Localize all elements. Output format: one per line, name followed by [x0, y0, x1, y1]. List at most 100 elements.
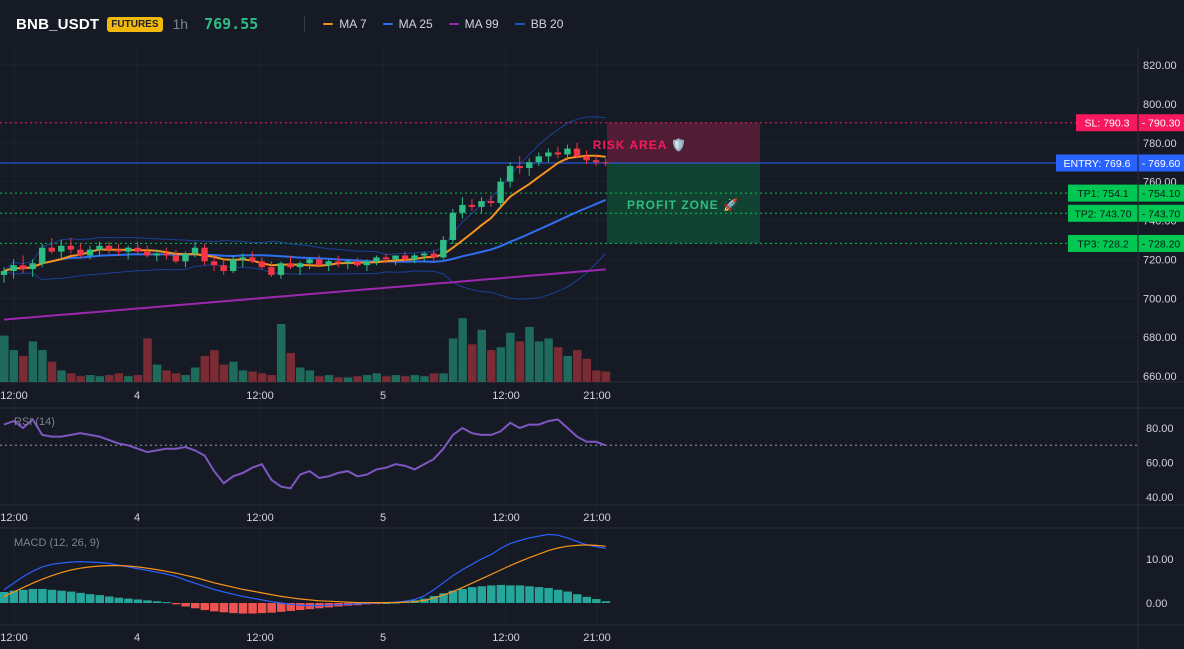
- candle-body: [105, 245, 113, 250]
- volume-bar: [582, 358, 592, 382]
- legend-ma25[interactable]: MA 25: [382, 17, 433, 31]
- macd-histogram-bar: [124, 598, 133, 603]
- candle-body: [39, 247, 46, 264]
- candle-body: [210, 261, 218, 266]
- macd-pane: [0, 533, 611, 614]
- candle-body: [58, 245, 65, 252]
- macd-histogram-bar: [9, 590, 19, 603]
- tp2-axis-box: [1138, 204, 1184, 222]
- time-tick-label: 12:00: [492, 632, 520, 644]
- volume-bar: [0, 335, 9, 382]
- risk-area-label: RISK AREA 🛡️: [593, 138, 687, 152]
- volume-bar: [477, 329, 486, 382]
- candle-body: [268, 267, 275, 275]
- symbol-name[interactable]: BNB_USDT: [16, 15, 100, 33]
- candle-body: [249, 257, 256, 262]
- candle-body: [220, 265, 227, 272]
- candle-body: [421, 253, 428, 256]
- time-tick-label: 4: [134, 632, 140, 644]
- grid-lines: [0, 48, 1184, 649]
- macd-histogram-bar: [66, 591, 76, 603]
- candle-body: [373, 257, 380, 262]
- macd-histogram-bar: [85, 594, 95, 603]
- volume-bar: [305, 370, 315, 382]
- volume-bar: [28, 341, 38, 382]
- volume-bar: [563, 355, 572, 382]
- sl-tag-box: [1076, 114, 1138, 132]
- candle-body: [287, 263, 294, 268]
- volume-bar: [553, 347, 563, 382]
- legend-bb20[interactable]: BB 20: [514, 17, 563, 31]
- candle-body: [516, 166, 523, 169]
- time-tick-label: 12:00: [246, 632, 274, 644]
- candle-body: [77, 249, 84, 256]
- volume-bar: [496, 347, 506, 382]
- ma25-line: [3, 198, 607, 272]
- macd-histogram-bar: [191, 603, 200, 609]
- rsi-line: [3, 417, 607, 490]
- time-tick-label: 21:00: [583, 632, 611, 644]
- timeframe-label[interactable]: 1h: [172, 16, 189, 32]
- candle-body: [354, 261, 361, 266]
- time-tick-label: 4: [134, 390, 140, 402]
- volume-bar: [76, 376, 85, 382]
- macd-histogram-bar: [553, 589, 563, 603]
- price-tags: SL: 790.3 - 790.30 ENTRY: 769.6 - 769.60 TP1…: [1056, 114, 1184, 252]
- candle-body: [487, 201, 495, 204]
- macd-histogram-bar: [563, 591, 572, 603]
- volume-bar: [515, 341, 525, 382]
- volume-bar: [143, 338, 152, 382]
- candle-body: [67, 245, 75, 250]
- last-price: 769.55: [204, 15, 259, 33]
- tp1-axis-box: [1138, 184, 1184, 202]
- volume-bar: [66, 373, 76, 382]
- macd-histogram-bar: [0, 592, 9, 603]
- time-tick-label: 4: [134, 512, 140, 524]
- macd-tick-label: 0.00: [1146, 598, 1167, 610]
- volume-bar: [47, 361, 57, 382]
- volume-bar: [19, 355, 28, 382]
- legend-ma99[interactable]: MA 99: [448, 17, 499, 31]
- candle-body: [325, 261, 332, 266]
- rsi-tick-label: 40.00: [1146, 492, 1174, 504]
- volume-bar: [248, 371, 257, 382]
- tp3-tag-text: TP3: 728.2: [1077, 238, 1129, 250]
- macd-histogram-bar: [601, 601, 611, 603]
- volume-bar: [124, 376, 133, 382]
- candle-body: [134, 247, 141, 252]
- macd-histogram-bar: [267, 603, 276, 613]
- macd-histogram-bar: [544, 588, 553, 603]
- candle-body: [382, 257, 390, 260]
- volume-bar: [276, 324, 286, 382]
- macd-histogram-bar: [276, 603, 286, 612]
- candle-body: [296, 263, 304, 268]
- entry-axis-box: [1138, 154, 1184, 172]
- price-tick-label: 720.00: [1143, 254, 1177, 266]
- price-tick-label: 800.00: [1143, 99, 1177, 111]
- entry-axis-text: - 769.60: [1142, 158, 1181, 170]
- candle-body: [230, 259, 237, 272]
- candle-body: [258, 261, 266, 268]
- volume-bar: [429, 373, 439, 382]
- volume-bar: [95, 376, 104, 382]
- candle-body: [344, 261, 351, 264]
- macd-histogram-bar: [152, 601, 162, 603]
- candle-body: [401, 255, 409, 260]
- legend-ma25-label: MA 25: [398, 17, 433, 31]
- candle-body: [592, 160, 600, 163]
- volume-bar: [85, 375, 95, 382]
- volume-bar: [171, 373, 181, 382]
- candle-body: [0, 271, 8, 275]
- volume-bar: [362, 375, 372, 382]
- volume-bar: [162, 370, 171, 382]
- candle-body: [440, 239, 447, 258]
- legend-ma7[interactable]: MA 7: [323, 17, 367, 31]
- price-tick-label: 780.00: [1143, 138, 1177, 150]
- volume-bar: [573, 350, 582, 382]
- candle-body: [564, 148, 571, 155]
- macd-histogram-bar: [229, 603, 238, 614]
- tp1-tag-text: TP1: 754.1: [1077, 188, 1129, 200]
- sl-tag-text: SL: 790.3: [1085, 118, 1130, 130]
- trade-zones: [607, 122, 760, 244]
